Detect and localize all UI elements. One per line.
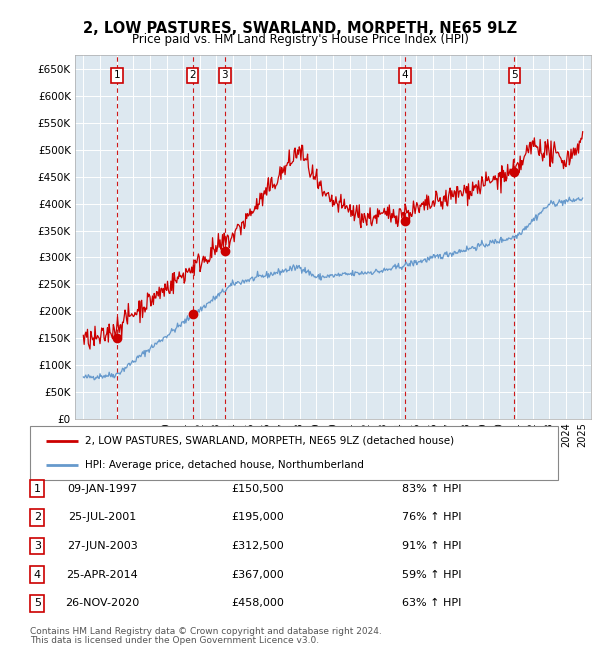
Text: 83% ↑ HPI: 83% ↑ HPI: [402, 484, 461, 494]
Text: 27-JUN-2003: 27-JUN-2003: [67, 541, 137, 551]
Text: 59% ↑ HPI: 59% ↑ HPI: [402, 569, 461, 580]
Text: 4: 4: [34, 569, 41, 580]
Text: £150,500: £150,500: [232, 484, 284, 494]
Text: 91% ↑ HPI: 91% ↑ HPI: [402, 541, 461, 551]
Text: 3: 3: [221, 70, 228, 80]
Text: 4: 4: [401, 70, 408, 80]
Text: 25-APR-2014: 25-APR-2014: [66, 569, 138, 580]
Text: £458,000: £458,000: [232, 598, 284, 608]
Text: 1: 1: [114, 70, 121, 80]
Text: 2: 2: [34, 512, 41, 523]
Text: HPI: Average price, detached house, Northumberland: HPI: Average price, detached house, Nort…: [85, 460, 364, 471]
Text: £312,500: £312,500: [232, 541, 284, 551]
Text: 1: 1: [34, 484, 41, 494]
Text: 09-JAN-1997: 09-JAN-1997: [67, 484, 137, 494]
Text: 5: 5: [511, 70, 518, 80]
Text: £195,000: £195,000: [232, 512, 284, 523]
Text: 3: 3: [34, 541, 41, 551]
Text: 2, LOW PASTURES, SWARLAND, MORPETH, NE65 9LZ: 2, LOW PASTURES, SWARLAND, MORPETH, NE65…: [83, 21, 517, 36]
Text: 25-JUL-2001: 25-JUL-2001: [68, 512, 136, 523]
Text: 5: 5: [34, 598, 41, 608]
Text: Price paid vs. HM Land Registry's House Price Index (HPI): Price paid vs. HM Land Registry's House …: [131, 32, 469, 46]
Text: This data is licensed under the Open Government Licence v3.0.: This data is licensed under the Open Gov…: [30, 636, 319, 645]
Text: £367,000: £367,000: [232, 569, 284, 580]
Text: Contains HM Land Registry data © Crown copyright and database right 2024.: Contains HM Land Registry data © Crown c…: [30, 627, 382, 636]
Text: 26-NOV-2020: 26-NOV-2020: [65, 598, 139, 608]
Text: 63% ↑ HPI: 63% ↑ HPI: [402, 598, 461, 608]
Text: 2, LOW PASTURES, SWARLAND, MORPETH, NE65 9LZ (detached house): 2, LOW PASTURES, SWARLAND, MORPETH, NE65…: [85, 436, 455, 446]
FancyBboxPatch shape: [30, 426, 558, 480]
Text: 2: 2: [189, 70, 196, 80]
Text: 76% ↑ HPI: 76% ↑ HPI: [402, 512, 461, 523]
